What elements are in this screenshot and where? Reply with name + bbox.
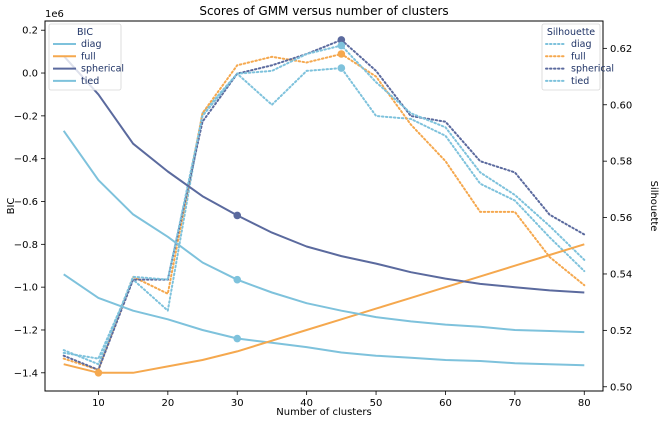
plot-frame: [44, 20, 604, 392]
y-right-tick-label: 0.60: [610, 100, 632, 111]
x-tick-label: 80: [578, 398, 591, 409]
x-tick-label: 30: [231, 398, 244, 409]
bic-marker-diag: [233, 334, 242, 343]
silhouette-line-full: [62, 52, 586, 372]
silhouette-marker-full: [337, 50, 346, 58]
legend-silhouette-label-spherical: spherical: [571, 64, 614, 75]
legend-silhouette-label-full: full: [571, 51, 586, 62]
x-axis-label: Number of clusters: [276, 407, 371, 418]
silhouette-line-diag: [62, 67, 586, 360]
legend-bic-label-spherical: spherical: [81, 64, 124, 75]
bic-marker-tied: [233, 275, 242, 284]
x-tick-label: 10: [92, 398, 105, 409]
y-right-tick-label: 0.52: [610, 326, 632, 337]
legend-bic-label-diag: diag: [81, 39, 102, 50]
silhouette-marker-diag: [337, 64, 346, 72]
x-tick-label: 20: [161, 398, 174, 409]
y-right-tick-label: 0.54: [610, 269, 632, 280]
y-left-tick-label: −1.2: [14, 325, 38, 336]
y-left-tick-label: −0.8: [14, 240, 38, 251]
y-right-tick-label: 0.58: [610, 157, 632, 168]
y-left-tick-label: 0.0: [22, 69, 38, 80]
y-left-tick-label: −1.0: [14, 283, 38, 294]
y-left-tick-label: −0.4: [14, 154, 38, 165]
legend-bic-frame: [48, 23, 122, 91]
bic-line-full: [63, 243, 585, 374]
bic-marker-spherical: [233, 211, 242, 220]
legend-silhouette-label-diag: diag: [571, 39, 592, 50]
silhouette-line-tied: [62, 44, 586, 366]
y-left-tick-label: −0.2: [14, 111, 38, 122]
x-tick-label: 60: [439, 398, 452, 409]
bic-line-diag: [63, 273, 585, 367]
y-left-tick-label: −0.6: [14, 197, 38, 208]
bic-marker-full: [94, 368, 103, 377]
y-right-tick-label: 0.62: [610, 44, 632, 55]
x-tick-label: 40: [300, 398, 313, 409]
bic-line-spherical: [62, 55, 585, 294]
axes-layer: 10 20 30 40 50 60 70 80 0.2 0.0 −0.2 −0.4 −0.6 −0.8 −1…: [14, 26, 633, 409]
legend-bic-label-full: full: [81, 51, 96, 62]
silhouette-line-spherical: [62, 38, 586, 372]
y-left-tick-label: 0.2: [22, 26, 38, 37]
x-tick-label: 70: [508, 398, 521, 409]
y-right-tick-label: 0.50: [610, 382, 632, 393]
y-axis-label-left: BIC: [6, 198, 17, 215]
series-layer: [62, 36, 586, 377]
silhouette-marker-spherical: [337, 36, 346, 44]
x-tick-label: 50: [370, 398, 383, 409]
legend-silhouette-label-tied: tied: [571, 76, 589, 87]
y-left-tick-label: −1.4: [14, 368, 38, 379]
legend-bic-label-tied: tied: [81, 76, 99, 87]
bic-line-tied: [62, 130, 585, 334]
left-offset-label: 1e6: [45, 9, 64, 20]
y-axis-label-right: Silhouette: [648, 181, 659, 232]
silhouette-marker-tied: [337, 41, 346, 50]
chart-title: Scores of GMM versus number of clusters: [199, 4, 448, 18]
legend-silhouette-title: Silhouette: [547, 27, 595, 38]
legend-silhouette-frame: [541, 23, 601, 91]
legend-bic-title: BIC: [77, 27, 93, 38]
y-right-tick-label: 0.56: [610, 213, 632, 224]
